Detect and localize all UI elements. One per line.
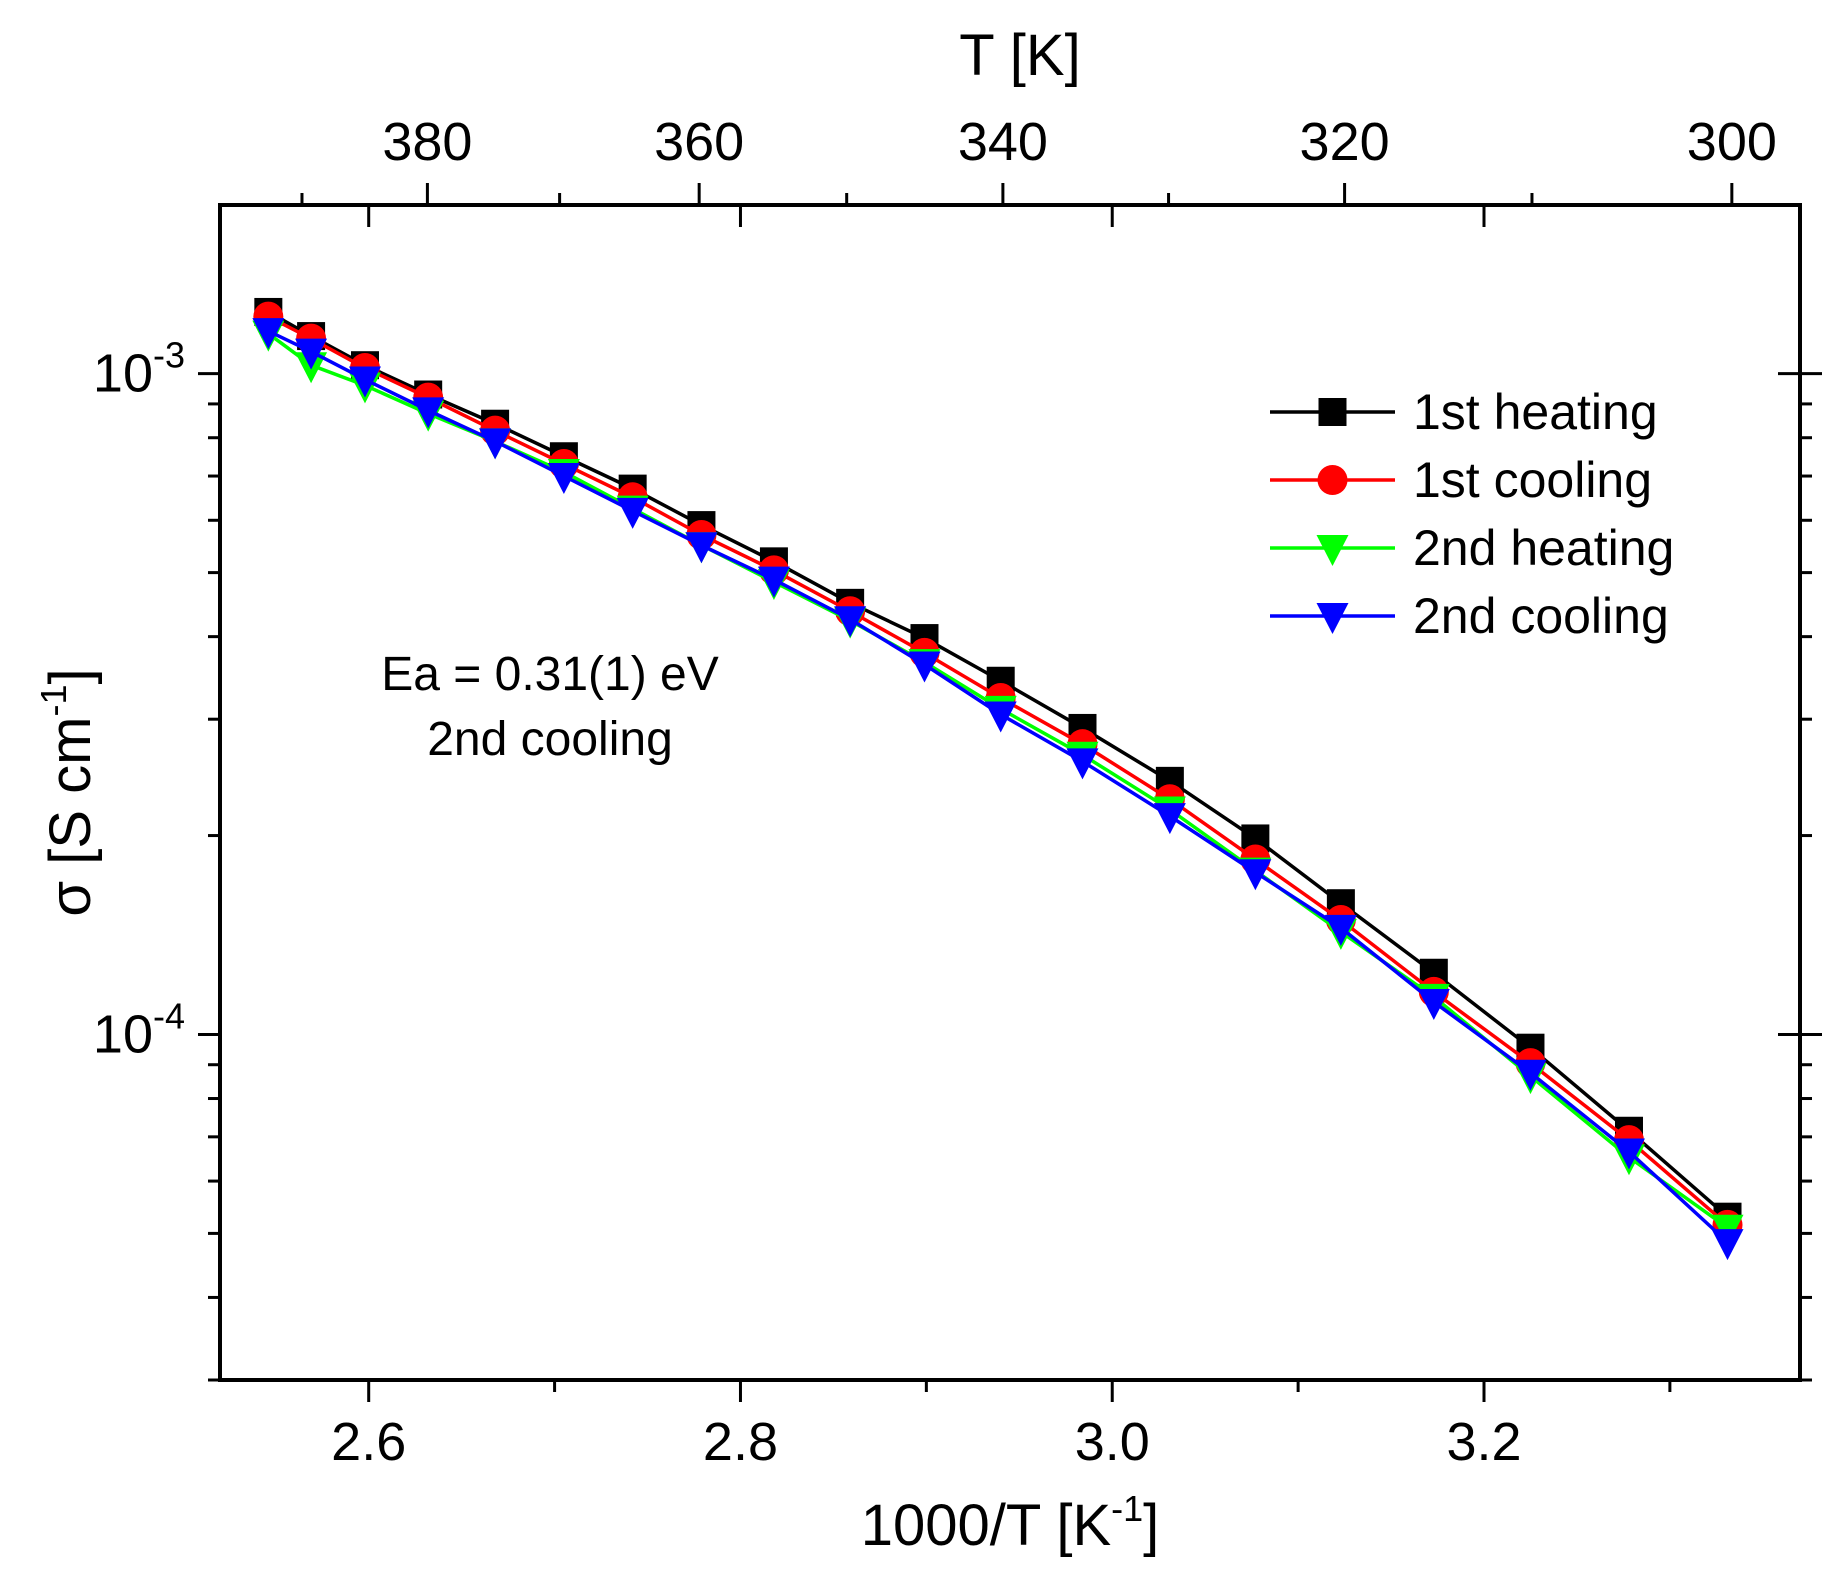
data-point xyxy=(1417,988,1450,1020)
legend-swatch-marker xyxy=(1317,465,1348,495)
legend-entry: 2nd heating xyxy=(1270,520,1674,576)
series-layer xyxy=(252,297,1744,1261)
y-axis-title-sup: -1 xyxy=(33,684,74,716)
y-tick-label-exp: -4 xyxy=(153,995,185,1036)
data-point xyxy=(757,566,790,598)
x-tick-label: 3.0 xyxy=(1075,1412,1150,1472)
y-tick-label: 10-3 xyxy=(93,335,185,404)
data-point xyxy=(1324,914,1357,946)
data-point xyxy=(1066,748,1099,780)
y-axis-title-main: σ [S cm xyxy=(38,717,103,917)
annotation-series-note: 2nd cooling xyxy=(427,713,673,766)
data-point xyxy=(1239,859,1272,891)
legend: 1st heating 1st cooling 2nd heating 2nd coo… xyxy=(1270,384,1674,644)
legend-entry: 2nd cooling xyxy=(1270,588,1669,644)
top-tick-label: 360 xyxy=(654,112,744,172)
data-point xyxy=(547,463,580,495)
data-point xyxy=(252,318,285,350)
x-axis-title: 1000/T [K-1] xyxy=(861,1488,1160,1558)
x-tick-label: 2.8 xyxy=(703,1412,778,1472)
x-axis-title-close: ] xyxy=(1143,1493,1159,1558)
data-point xyxy=(1514,1059,1547,1091)
data-point xyxy=(834,606,867,638)
y-tick-label-base: 10 xyxy=(93,344,153,404)
data-point xyxy=(479,428,512,460)
data-point xyxy=(412,397,445,429)
top-tick-label: 300 xyxy=(1687,112,1777,172)
top-tick-label: 320 xyxy=(1300,112,1390,172)
data-point xyxy=(984,701,1017,733)
y-axis-title: σ [S cm-1] xyxy=(33,668,103,916)
top-tick-label: 340 xyxy=(958,112,1048,172)
data-point xyxy=(1612,1138,1645,1170)
legend-label: 1st heating xyxy=(1413,384,1658,440)
legend-label: 1st cooling xyxy=(1413,452,1652,508)
data-point xyxy=(616,497,649,529)
y-tick-label: 10-4 xyxy=(93,995,185,1064)
x-axis-title-main: 1000/T [K xyxy=(861,1493,1112,1558)
top-tick-label: 380 xyxy=(382,112,472,172)
top-axis-title: T [K] xyxy=(959,23,1080,88)
data-point xyxy=(685,532,718,564)
plot-frame xyxy=(218,203,1802,1382)
legend-entry: 1st heating xyxy=(1270,384,1658,440)
legend-label: 2nd heating xyxy=(1413,520,1674,576)
legend-entry: 1st cooling xyxy=(1270,452,1652,508)
y-tick-label-base: 10 xyxy=(93,1004,153,1064)
legend-swatch-marker xyxy=(1318,398,1347,426)
legend-label: 2nd cooling xyxy=(1413,588,1669,644)
data-point xyxy=(1711,1229,1744,1261)
y-axis-title-close: ] xyxy=(38,668,103,684)
x-tick-label: 3.2 xyxy=(1446,1412,1521,1472)
data-point xyxy=(348,366,381,398)
legend-swatch-marker xyxy=(1316,603,1349,634)
x-axis-title-sup: -1 xyxy=(1111,1488,1143,1529)
y-tick-label-exp: -3 xyxy=(153,335,185,376)
x-tick-label: 2.6 xyxy=(331,1412,406,1472)
series-2nd-cooling xyxy=(252,318,1744,1261)
legend-swatch-marker xyxy=(1316,535,1349,566)
data-point xyxy=(295,338,328,370)
data-point xyxy=(908,651,941,683)
data-point xyxy=(1153,803,1186,835)
annotation-activation-energy: Ea = 0.31(1) eV xyxy=(381,648,719,701)
